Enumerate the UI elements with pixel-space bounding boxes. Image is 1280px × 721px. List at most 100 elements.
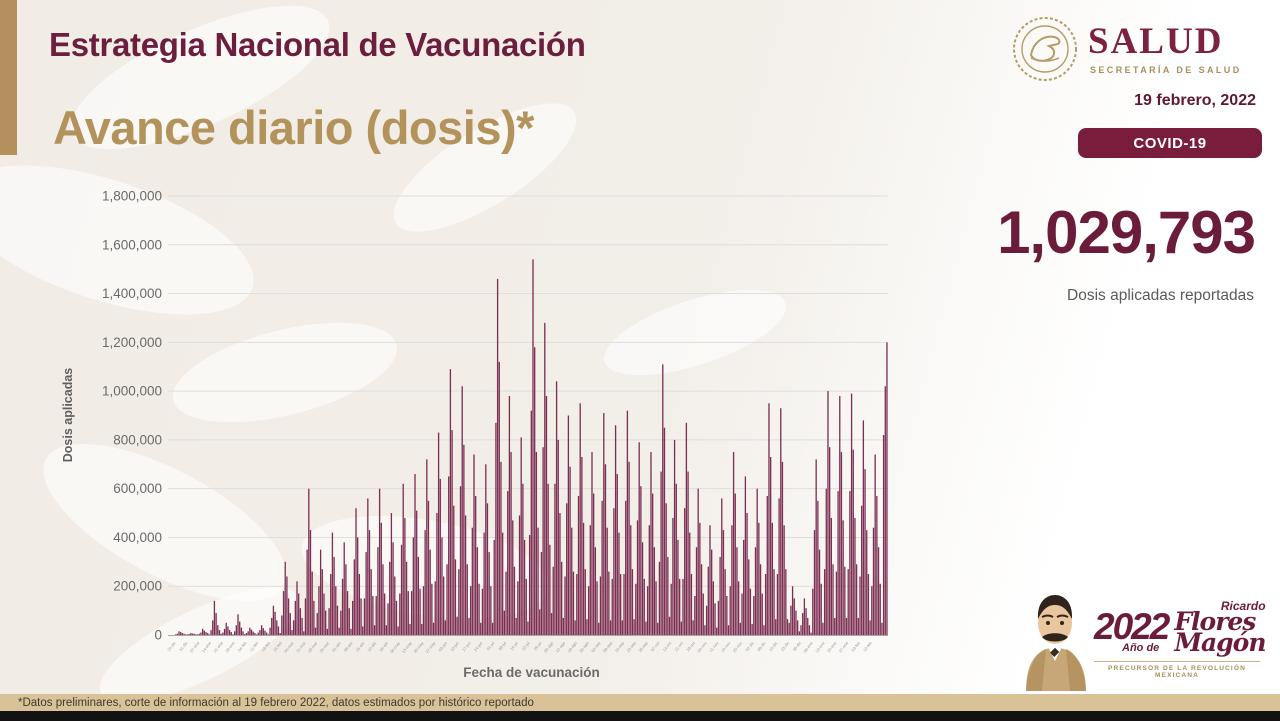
bar: [665, 503, 667, 635]
bar: [877, 547, 880, 635]
bar: [478, 583, 480, 635]
bar: [598, 622, 600, 635]
y-tick-label: 600,000: [113, 481, 162, 496]
bar: [758, 522, 760, 635]
x-tick-label: 29-abr: [378, 640, 389, 653]
bar: [443, 576, 445, 635]
bar: [724, 569, 726, 635]
bar: [749, 588, 752, 635]
x-tick-label: 31-dic: [178, 641, 189, 653]
salud-eagle-emblem: [1013, 17, 1077, 81]
bar: [810, 632, 812, 635]
bar: [855, 564, 858, 635]
x-tick-label: 17-jun: [461, 641, 472, 653]
bar: [507, 491, 509, 635]
bar: [618, 532, 620, 635]
bar: [308, 488, 310, 635]
x-tick-label: 14-ene: [201, 640, 213, 654]
bar: [778, 498, 780, 635]
bar: [593, 493, 595, 635]
x-tick-label: 06-ene: [802, 640, 814, 654]
bar: [781, 461, 784, 635]
x-tick-label: 20-ene: [826, 640, 838, 654]
bar: [640, 486, 642, 635]
bar: [697, 488, 699, 635]
bar: [456, 616, 458, 635]
bar: [222, 632, 224, 635]
bar: [421, 624, 423, 635]
bar: [198, 633, 200, 635]
footer-note: *Datos preliminares, corte de informació…: [18, 696, 534, 709]
bar: [687, 471, 689, 635]
bar: [296, 581, 298, 635]
bar: [203, 630, 205, 635]
bar: [326, 628, 329, 635]
bar: [451, 430, 453, 635]
bar: [694, 595, 696, 635]
bar: [539, 609, 541, 635]
bar: [201, 628, 204, 635]
x-tick-label: 04-feb: [237, 640, 248, 653]
bar: [247, 631, 249, 635]
x-tick-label: 23-sep: [625, 640, 637, 653]
bar: [879, 583, 881, 635]
bar: [525, 578, 527, 635]
year-logo-prefix: Año de: [1122, 641, 1160, 654]
bar: [662, 364, 664, 635]
bar: [761, 593, 763, 635]
bar: [682, 578, 684, 635]
bar: [271, 617, 273, 635]
x-tick-label: 12-ago: [555, 640, 567, 654]
bar: [695, 547, 698, 635]
bar: [574, 620, 576, 635]
bar: [449, 369, 452, 635]
bar: [739, 622, 741, 635]
bar: [807, 617, 809, 635]
x-tick-label: 21-ene: [212, 640, 224, 654]
bar: [854, 517, 856, 635]
bar: [500, 461, 502, 635]
bar: [719, 556, 721, 635]
bar: [830, 517, 832, 635]
x-tick-label: 18-mar: [307, 640, 319, 654]
bar: [623, 574, 625, 635]
bar: [550, 613, 553, 635]
bar: [741, 593, 743, 635]
bar: [805, 608, 807, 635]
bar: [436, 513, 438, 635]
bar: [572, 571, 575, 635]
bar: [461, 386, 463, 635]
bar: [299, 608, 302, 635]
bar: [813, 530, 816, 635]
bar: [459, 486, 462, 635]
bar: [727, 625, 730, 635]
x-tick-label: 20-may: [412, 641, 424, 655]
bar: [505, 571, 507, 635]
bar: [207, 633, 209, 635]
bar: [582, 522, 585, 635]
bar: [365, 552, 367, 635]
x-tick-label: 09-sep: [602, 640, 614, 653]
bar: [404, 517, 406, 635]
bar: [431, 583, 433, 635]
bar: [476, 547, 479, 635]
bar: [367, 498, 369, 635]
bar: [702, 593, 704, 635]
bar: [864, 469, 866, 635]
bar: [545, 395, 548, 635]
bar: [245, 633, 248, 635]
bar: [234, 631, 236, 635]
x-tick-label: 11-feb: [249, 640, 260, 652]
x-tick-label: 07-ene: [189, 640, 201, 654]
y-tick-label: 1,000,000: [102, 384, 162, 399]
year-logo-script-flores: Flores: [1174, 607, 1256, 637]
bar: [412, 537, 414, 635]
x-tick-label: 06-may: [389, 641, 401, 655]
bar: [439, 478, 441, 635]
x-tick-label: 29-jul: [533, 640, 543, 651]
bar: [419, 588, 421, 635]
bar: [748, 559, 750, 635]
bar: [306, 549, 308, 635]
bar: [882, 435, 885, 635]
